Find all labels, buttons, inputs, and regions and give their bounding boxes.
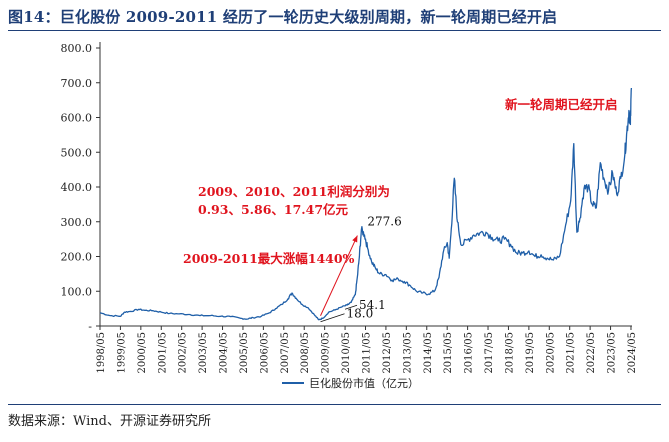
leader-54 xyxy=(344,304,358,310)
x-tick-label: 2010/05 xyxy=(341,332,352,374)
chart-svg: - 100.0 200.0 300.0 400.0 500.0 600.0 700.0 800.… xyxy=(61,42,638,390)
x-tick-label: 1998/05 xyxy=(96,332,107,374)
label-54: 54.1 xyxy=(359,298,386,312)
profit-note-line2: 0.93、5.86、17.47亿元 xyxy=(198,202,349,217)
x-tick-label: 2008/05 xyxy=(300,332,311,374)
x-tick-label: 2005/05 xyxy=(239,332,250,374)
x-tick-label: 2012/05 xyxy=(382,332,393,374)
x-tick-label: 2014/05 xyxy=(423,332,434,374)
y-tick-label: 100.0 xyxy=(61,285,93,298)
x-tick-label: 2017/05 xyxy=(484,332,495,374)
title-divider xyxy=(8,30,661,31)
chart-title: 图14：巨化股份 2009-2011 经历了一轮历史大级别周期，新一轮周期已经开… xyxy=(8,8,558,26)
x-tick-label: 2007/05 xyxy=(280,332,291,374)
x-tick-label: 2001/05 xyxy=(157,332,168,374)
x-tick-label: 2013/05 xyxy=(402,332,413,374)
x-tick-label: 2022/05 xyxy=(586,332,597,374)
trough-label: 18.0 xyxy=(347,307,374,321)
rise-arrow-head xyxy=(352,235,358,243)
max-gain-note: 2009-2011最大涨幅1440% xyxy=(183,251,355,266)
x-tick-label: 2009/05 xyxy=(321,332,332,374)
y-tick-label: 400.0 xyxy=(61,181,93,194)
x-tick-label: 2023/05 xyxy=(607,332,618,374)
source-note: 数据来源：Wind、开源证券研究所 xyxy=(8,414,211,429)
x-tick-label: 2004/05 xyxy=(219,332,230,374)
x-tick-label: 2003/05 xyxy=(198,332,209,374)
series-line-market-cap xyxy=(99,87,633,321)
new-cycle-note: 新一轮周期已经开启 xyxy=(505,97,618,112)
x-axis-ticks: 1998/05 1999/05 2000/05 2001/05 2002/05 2003/… xyxy=(96,326,638,374)
x-tick-label: 2015/05 xyxy=(443,332,454,374)
leader-18 xyxy=(320,313,345,323)
peak-label: 277.6 xyxy=(367,215,401,229)
y-tick-label: - xyxy=(88,320,92,333)
x-tick-label: 2018/05 xyxy=(504,332,515,374)
x-tick-label: 2019/05 xyxy=(525,332,536,374)
y-tick-label: 200.0 xyxy=(61,251,93,264)
y-tick-label: 700.0 xyxy=(61,77,93,90)
x-tick-label: 2002/05 xyxy=(178,332,189,374)
y-tick-label: 600.0 xyxy=(61,112,93,125)
annotations: 277.6 54.118.0 2009、2010、2011利润分别为 0.93、5.8… xyxy=(183,97,618,323)
x-tick-label: 2024/05 xyxy=(627,332,638,374)
x-tick-label: 2006/05 xyxy=(259,332,270,374)
y-tick-label: 500.0 xyxy=(61,146,93,159)
x-tick-label: 2016/05 xyxy=(464,332,475,374)
x-tick-label: 1999/05 xyxy=(116,332,127,374)
profit-note-line1: 2009、2010、2011利润分别为 xyxy=(198,184,390,199)
source-divider xyxy=(8,404,661,405)
legend: 巨化股份市值（亿元） xyxy=(282,376,419,390)
y-axis-ticks: - 100.0 200.0 300.0 400.0 500.0 600.0 700.0 800.… xyxy=(61,42,100,333)
x-tick-label: 2021/05 xyxy=(566,332,577,374)
x-tick-label: 2011/05 xyxy=(361,332,372,374)
y-tick-label: 800.0 xyxy=(61,42,93,55)
legend-label: 巨化股份市值（亿元） xyxy=(309,376,419,390)
x-tick-label: 2000/05 xyxy=(137,332,148,374)
y-tick-label: 300.0 xyxy=(61,216,93,229)
rise-arrow-line xyxy=(320,235,358,316)
x-tick-label: 2020/05 xyxy=(545,332,556,374)
axes xyxy=(99,42,632,327)
